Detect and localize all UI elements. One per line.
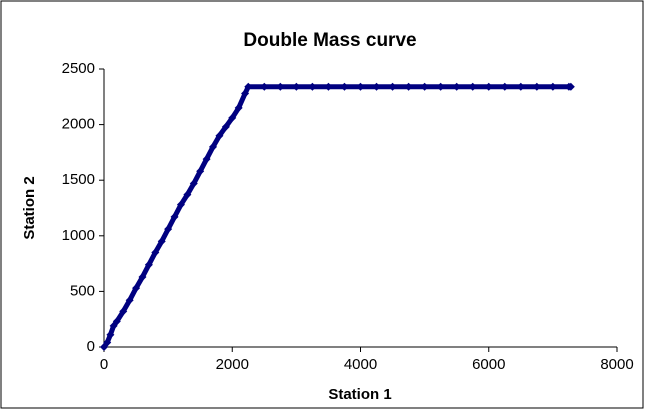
x-tick-label: 2000 — [216, 356, 249, 373]
y-tick-label: 500 — [70, 282, 95, 299]
data-point — [340, 82, 349, 91]
x-tick-label: 4000 — [344, 356, 377, 373]
data-point — [308, 82, 317, 91]
data-point — [292, 82, 301, 91]
data-point — [176, 200, 185, 209]
data-point — [183, 190, 192, 199]
data-point — [170, 212, 179, 221]
y-tick-label: 0 — [87, 338, 95, 355]
x-tick-label: 0 — [100, 356, 108, 373]
data-point — [500, 82, 509, 91]
data-point — [404, 82, 413, 91]
data-point — [202, 155, 211, 164]
y-tick-label: 1500 — [62, 171, 95, 188]
data-point — [209, 142, 218, 151]
data-point — [119, 307, 128, 316]
data-point — [548, 82, 557, 91]
data-point — [234, 103, 243, 112]
data-point — [228, 113, 237, 122]
data-point — [106, 330, 115, 339]
data-point — [112, 317, 121, 326]
data-point — [221, 122, 230, 131]
data-point — [566, 82, 575, 91]
data-point — [125, 296, 134, 305]
data-point — [452, 82, 461, 91]
data-point — [144, 260, 153, 269]
data-point — [151, 248, 160, 257]
data-point — [103, 338, 112, 347]
y-tick-label: 2000 — [62, 116, 95, 133]
data-point — [532, 82, 541, 91]
data-point — [516, 82, 525, 91]
x-tick-label: 6000 — [472, 356, 505, 373]
y-tick-label: 1000 — [62, 227, 95, 244]
data-point — [372, 82, 381, 91]
y-tick-label: 2500 — [62, 60, 95, 77]
data-point — [324, 82, 333, 91]
data-point — [164, 225, 173, 234]
data-point — [276, 82, 285, 91]
data-point — [484, 82, 493, 91]
data-point — [436, 82, 445, 91]
x-tick-label: 8000 — [600, 356, 633, 373]
data-point — [241, 89, 250, 98]
data-point — [157, 237, 166, 246]
data-point — [260, 82, 269, 91]
data-point — [196, 167, 205, 176]
data-point — [138, 272, 147, 281]
data-point — [244, 82, 253, 91]
data-point — [388, 82, 397, 91]
chart-title: Double Mass curve — [243, 30, 416, 51]
data-point — [468, 82, 477, 91]
data-point — [189, 179, 198, 188]
data-point — [132, 284, 141, 293]
data-point — [215, 131, 224, 140]
data-point — [356, 82, 365, 91]
y-axis-title: Station 2 — [21, 176, 38, 239]
data-point — [420, 82, 429, 91]
x-axis-title: Station 1 — [328, 386, 391, 403]
